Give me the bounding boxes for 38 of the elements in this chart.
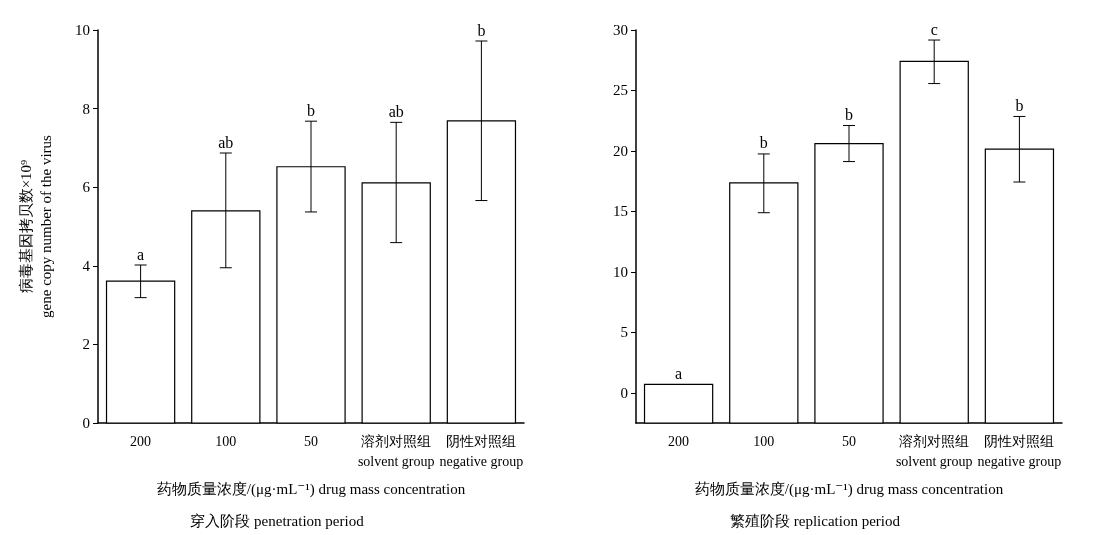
y-tick-label: 25 bbox=[613, 82, 628, 99]
annotation: a bbox=[137, 245, 145, 263]
x-tick-label: 阴性对照组 negative group bbox=[439, 433, 524, 469]
x-axis-title: 药物质量浓度/(μg·mL⁻¹) drug mass concentration bbox=[694, 480, 1004, 498]
y-tick-label: 8 bbox=[82, 100, 90, 117]
y-axis-title: 病毒基因拷贝数×10⁹ gene copy number of the virus bbox=[18, 134, 54, 318]
x-tick-label: 100 bbox=[215, 433, 237, 449]
annotation: b bbox=[845, 106, 853, 124]
annotation: a bbox=[675, 364, 683, 382]
annotation: b bbox=[1015, 96, 1024, 114]
text: 繁殖阶段 replication period bbox=[730, 512, 901, 529]
x-tick-label: 200 bbox=[130, 433, 152, 449]
y-tick-label: 0 bbox=[620, 384, 628, 401]
annotation: b bbox=[759, 134, 768, 152]
x-tick-label: 50 bbox=[842, 433, 856, 449]
annotation: ab bbox=[218, 133, 234, 151]
y-tick-label: 30 bbox=[613, 22, 628, 38]
y-tick-label: 0 bbox=[82, 415, 90, 431]
annotation: b bbox=[477, 21, 486, 39]
x-tick-label: 溶剂对照组 solvent group bbox=[357, 433, 435, 469]
x-tick-label: 溶剂对照组 solvent group bbox=[895, 433, 973, 469]
x-tick-label: 阴性对照组 negative group bbox=[977, 433, 1062, 469]
x-tick-label: 100 bbox=[753, 433, 775, 449]
y-tick-label: 5 bbox=[620, 324, 628, 341]
annotation: ab bbox=[388, 102, 404, 120]
annotation: c bbox=[930, 20, 938, 38]
x-axis-title: 药物质量浓度/(μg·mL⁻¹) drug mass concentration bbox=[156, 480, 466, 498]
annotation: b bbox=[307, 101, 315, 119]
y-tick-label: 2 bbox=[82, 336, 90, 353]
x-tick-label: 50 bbox=[304, 433, 318, 449]
y-tick-label: 15 bbox=[613, 203, 628, 220]
y-tick-label: 6 bbox=[82, 179, 91, 196]
y-tick-label: 20 bbox=[613, 142, 628, 159]
text: 穿入阶段 penetration period bbox=[190, 512, 365, 529]
y-tick-label: 10 bbox=[75, 22, 90, 38]
x-tick-label: 200 bbox=[668, 433, 690, 449]
y-tick-label: 4 bbox=[82, 257, 91, 274]
y-tick-label: 10 bbox=[613, 263, 628, 280]
